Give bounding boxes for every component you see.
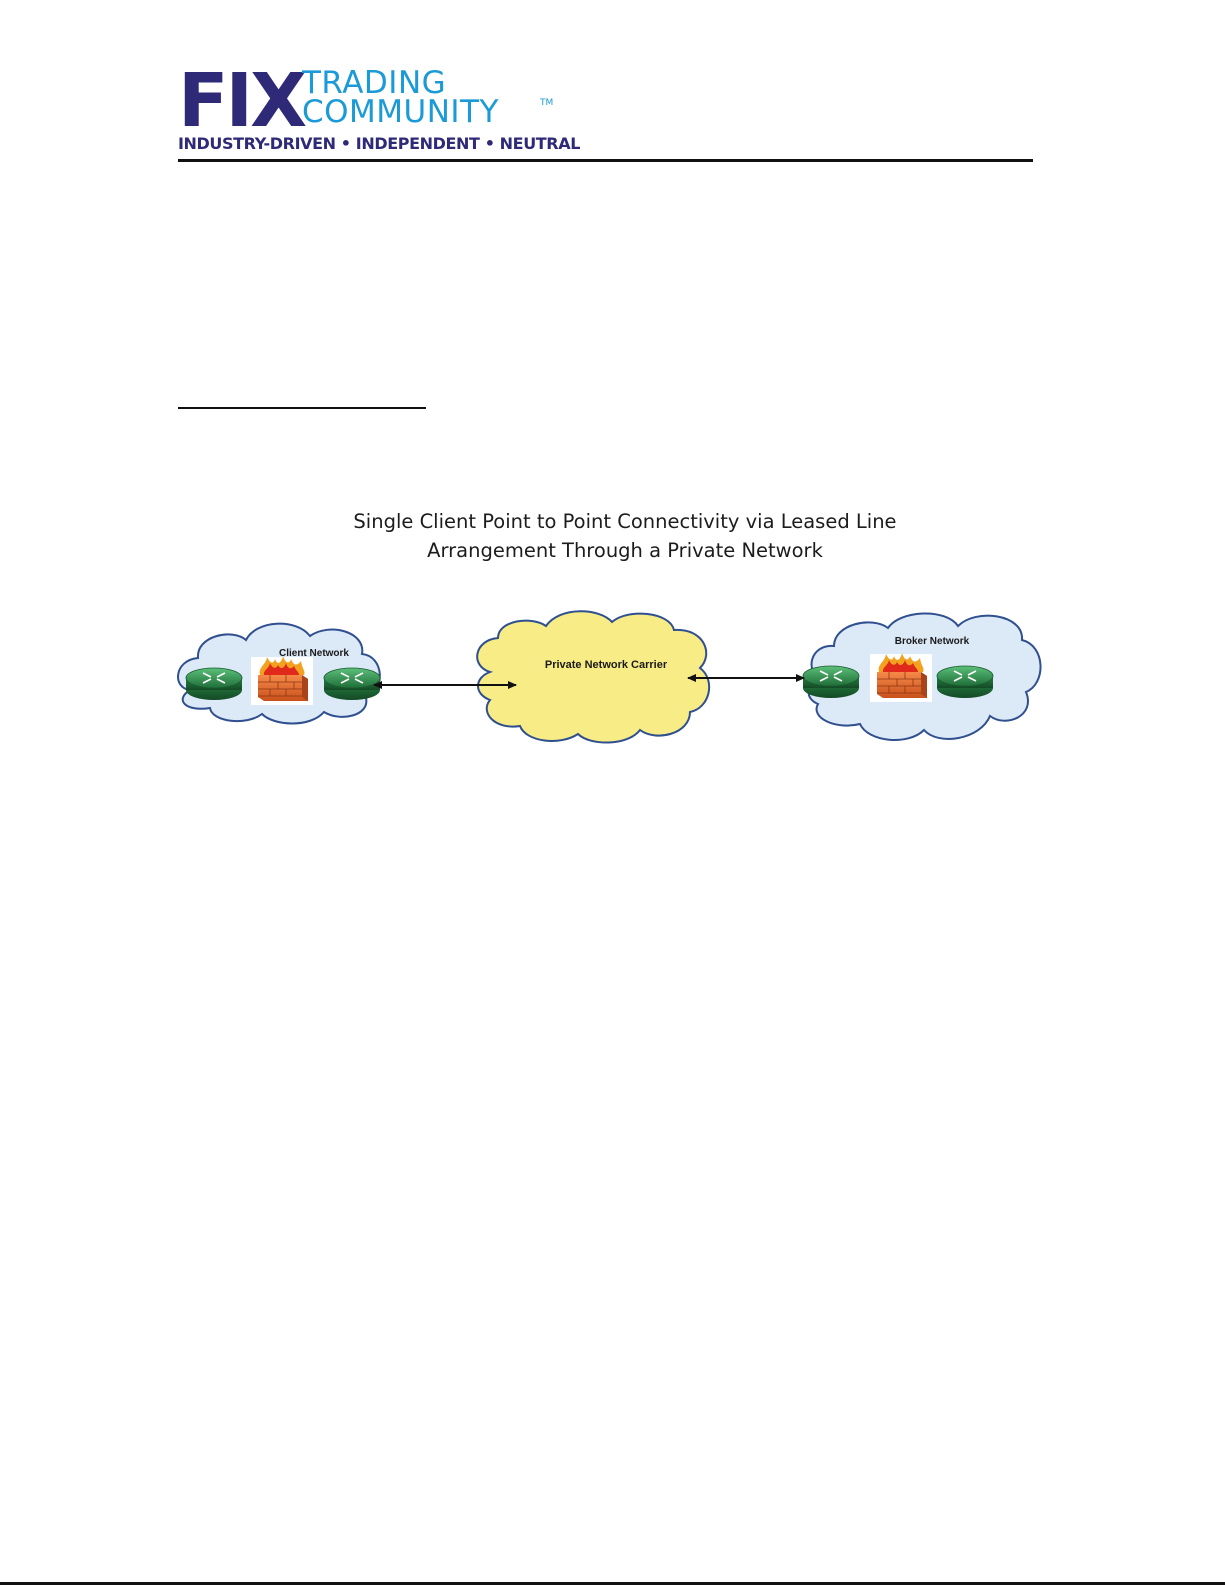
broker-router-left-icon [802, 665, 860, 699]
logo-tagline: INDUSTRY-DRIVEN • INDEPENDENT • NEUTRAL [178, 134, 581, 153]
network-diagram: Client Network Private Network Carrier B… [177, 610, 1042, 744]
logo-trading-word: TRADING [302, 65, 447, 101]
client-network-label: Client Network [279, 648, 349, 659]
logo-trademark: TM [540, 98, 554, 108]
client-router-right-icon [323, 667, 381, 701]
diagram-title: Single Client Point to Point Connectivit… [300, 507, 950, 565]
private-network-carrier-cloud [476, 610, 710, 744]
private-network-carrier-label: Private Network Carrier [545, 659, 668, 671]
page-bottom-border [0, 1582, 1225, 1585]
diagram-title-line-1: Single Client Point to Point Connectivit… [353, 510, 897, 533]
broker-router-right-icon [936, 665, 994, 699]
logo-fix-word: FIX [178, 58, 307, 144]
fix-trading-community-logo: FIX TRADING COMMUNITY TM INDUSTRY-DRIVEN… [178, 58, 580, 156]
client-router-left-icon [185, 667, 243, 701]
section-heading-underline [178, 407, 426, 409]
broker-firewall-icon [869, 652, 933, 703]
broker-network-label: Broker Network [895, 636, 970, 647]
client-firewall-icon [250, 655, 314, 706]
diagram-title-line-2: Arrangement Through a Private Network [427, 539, 823, 562]
header-divider [178, 159, 1033, 162]
logo-community-word: COMMUNITY [302, 94, 499, 130]
